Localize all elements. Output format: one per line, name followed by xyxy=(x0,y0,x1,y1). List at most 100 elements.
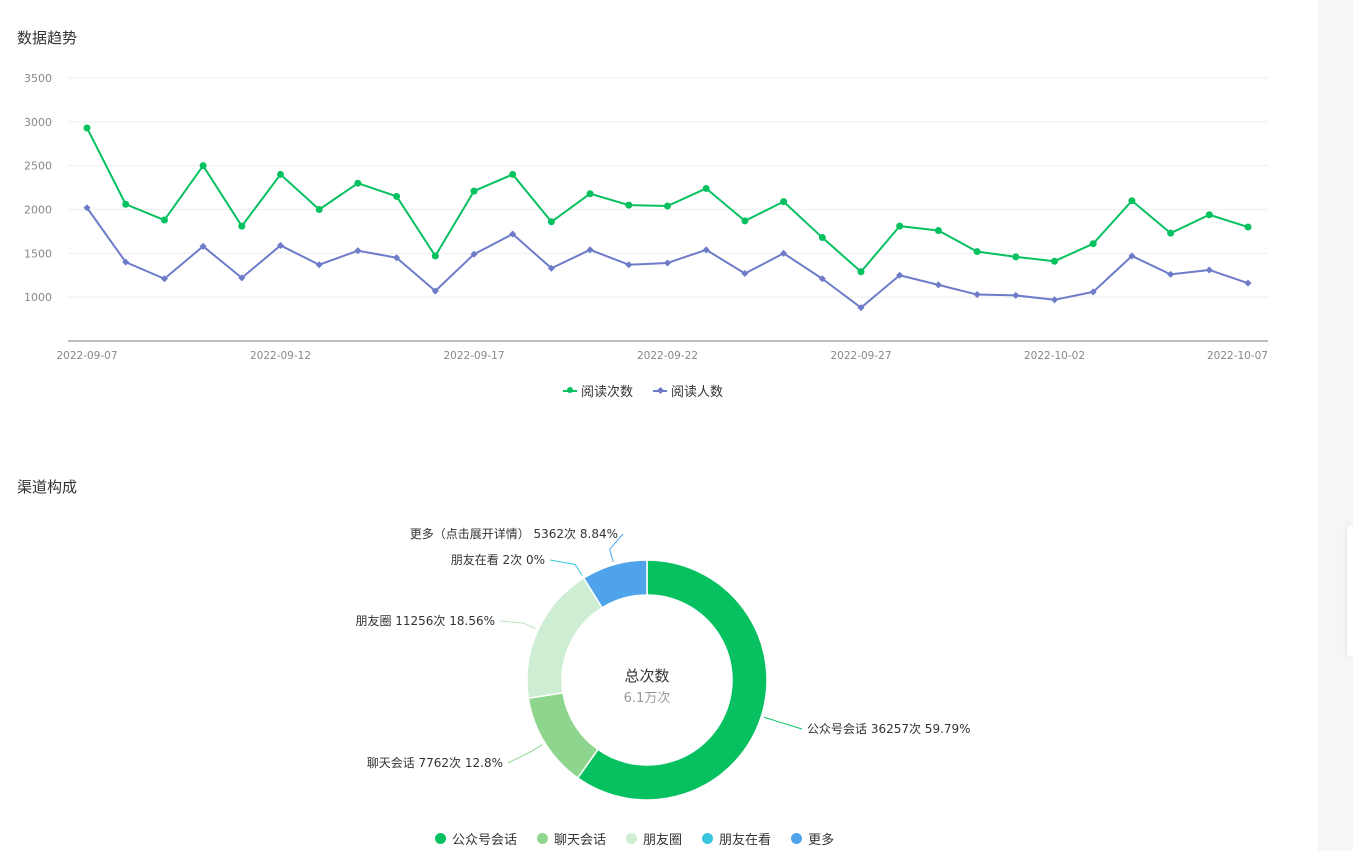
data-point-readers xyxy=(741,269,749,278)
data-point-reads xyxy=(547,218,555,226)
data-point-reads xyxy=(1205,211,1213,219)
data-point-reads xyxy=(83,124,91,132)
y-tick-label: 2000 xyxy=(24,204,52,217)
data-point-readers xyxy=(431,287,439,295)
data-point-reads xyxy=(586,190,594,198)
slice-label-line xyxy=(499,620,536,629)
data-point-readers xyxy=(238,274,246,282)
legend-label: 朋友圈 xyxy=(643,833,683,848)
data-point-reads xyxy=(625,201,633,209)
right-side-panel xyxy=(1318,0,1353,851)
legend-dot-icon xyxy=(626,833,638,844)
data-point-readers xyxy=(1205,266,1213,274)
legend-line-circle-icon xyxy=(563,385,577,396)
data-point-readers xyxy=(1244,279,1252,287)
pie-slice-official-session xyxy=(576,559,768,801)
legend-item-moments[interactable]: 朋友圈 xyxy=(626,829,682,848)
data-point-readers xyxy=(470,250,478,258)
slice-label: 朋友在看 2次 0% xyxy=(451,553,545,567)
legend-item-readers[interactable]: 阅读人数 xyxy=(653,381,723,400)
slice-label-line xyxy=(507,744,543,764)
legend-item-official-session[interactable]: 公众号会话 xyxy=(435,829,517,848)
data-point-reads xyxy=(470,187,478,195)
trend-legend: 阅读次数 阅读人数 xyxy=(563,381,723,400)
legend-label: 朋友在看 xyxy=(719,833,772,848)
pie-slice-moments xyxy=(526,577,604,699)
x-tick-label: 2022-09-17 xyxy=(443,350,504,362)
data-point-reads xyxy=(1244,223,1252,231)
x-tick-label: 2022-09-22 xyxy=(637,350,698,362)
legend-item-chat-session[interactable]: 聊天会话 xyxy=(537,829,606,848)
series-line-reads xyxy=(86,127,1249,273)
data-point-readers xyxy=(354,247,362,255)
legend-item-more[interactable]: 更多 xyxy=(791,829,834,848)
data-point-readers xyxy=(1012,291,1020,299)
data-point-reads xyxy=(122,200,130,208)
legend-item-friends-watching[interactable]: 朋友在看 xyxy=(702,829,771,848)
data-point-reads xyxy=(741,217,749,225)
data-point-reads xyxy=(431,252,439,260)
slice-label-line xyxy=(764,716,803,730)
data-point-readers xyxy=(1167,270,1175,278)
data-point-reads xyxy=(277,170,284,178)
x-tick-label: 2022-09-12 xyxy=(250,350,311,362)
data-point-reads xyxy=(857,268,865,276)
data-point-readers xyxy=(83,204,91,212)
data-point-readers xyxy=(199,242,207,250)
data-point-readers xyxy=(393,254,401,262)
data-point-reads xyxy=(354,179,362,187)
trend-section-title: 数据趋势 xyxy=(17,29,78,47)
data-point-readers xyxy=(509,230,517,238)
data-point-readers xyxy=(160,275,168,283)
data-point-readers xyxy=(663,259,672,267)
pie-slice-more xyxy=(582,559,648,609)
legend-label-readers: 阅读人数 xyxy=(671,385,724,400)
donut-center-title: 总次数 xyxy=(624,667,669,685)
pie-slice-chat-session xyxy=(527,691,599,780)
data-point-reads xyxy=(315,206,323,213)
legend-dot-icon xyxy=(537,833,549,844)
data-point-reads xyxy=(702,184,710,192)
data-point-reads xyxy=(238,222,246,230)
data-point-reads xyxy=(1128,197,1136,205)
data-point-reads xyxy=(896,222,904,230)
data-point-readers xyxy=(315,261,323,269)
data-point-readers xyxy=(586,246,594,254)
donut-center-value: 6.1万次 xyxy=(624,690,671,706)
channel-legend: 公众号会话 聊天会话 朋友圈 朋友在看 更多 xyxy=(435,829,834,848)
data-point-readers xyxy=(780,249,788,257)
data-point-reads xyxy=(1089,240,1097,248)
slice-label-line xyxy=(549,559,583,576)
legend-dot-icon xyxy=(702,833,714,844)
y-tick-label: 1000 xyxy=(24,291,52,304)
legend-item-reads[interactable]: 阅读次数 xyxy=(563,381,633,400)
y-tick-label: 2500 xyxy=(24,160,52,173)
data-point-reads xyxy=(393,192,401,200)
data-point-reads xyxy=(199,162,207,170)
x-tick-label: 2022-10-02 xyxy=(1024,350,1085,362)
data-point-readers xyxy=(547,264,555,272)
data-point-reads xyxy=(509,170,517,178)
data-point-readers xyxy=(896,271,904,279)
data-point-reads xyxy=(780,198,788,206)
data-point-readers xyxy=(276,241,285,249)
channel-donut-chart: 公众号会话 36257次 59.79% 聊天会话 7762次 12.8% 朋友圈 1… xyxy=(355,526,971,801)
series-line-readers xyxy=(86,207,1249,309)
data-point-reads xyxy=(664,202,671,210)
data-point-readers xyxy=(702,246,710,254)
y-tick-label: 3000 xyxy=(24,116,52,129)
y-tick-label: 3500 xyxy=(24,72,52,85)
slice-label: 更多（点击展开详情） 5362次 8.84% xyxy=(410,526,618,541)
data-point-reads xyxy=(973,248,981,256)
data-point-reads xyxy=(1012,253,1020,261)
slice-label: 朋友圈 11256次 18.56% xyxy=(355,614,495,628)
data-point-reads xyxy=(934,227,942,235)
x-tick-label: 2022-09-27 xyxy=(830,350,891,362)
legend-dot-icon xyxy=(791,833,803,844)
data-point-reads xyxy=(160,216,168,224)
data-point-readers xyxy=(857,304,865,312)
y-tick-label: 1500 xyxy=(24,247,52,260)
data-point-readers xyxy=(818,275,826,283)
legend-dot-icon xyxy=(435,833,446,844)
side-drawer-handle[interactable] xyxy=(1347,525,1353,657)
